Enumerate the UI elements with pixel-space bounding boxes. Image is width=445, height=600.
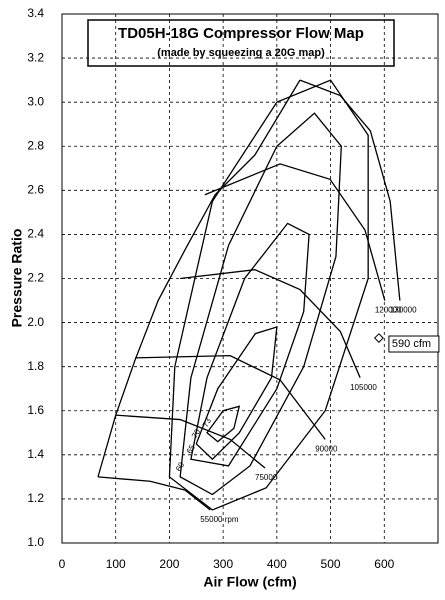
x-tick-label: 600: [374, 557, 394, 571]
title-box: [87, 19, 395, 67]
speed-label: 105000: [350, 383, 377, 392]
y-tick-label: 2.0: [27, 315, 44, 329]
x-tick-label: 500: [321, 557, 341, 571]
efficiency-island: [168, 79, 369, 511]
y-tick-label: 2.6: [27, 183, 44, 197]
x-tick-label: 100: [106, 557, 126, 571]
y-tick-label: 3.2: [27, 50, 44, 64]
y-tick-label: 1.4: [27, 447, 44, 461]
chart-title: TD05H-18G Compressor Flow Map: [118, 25, 364, 42]
efficiency-label: 60: [174, 460, 187, 473]
speed-line: [204, 163, 386, 301]
speed-label: 130000: [390, 306, 417, 315]
efficiency-island: [206, 405, 241, 443]
y-tick-label: 1.6: [27, 403, 44, 417]
speed-label: 120000: [375, 306, 402, 315]
speed-label: 75000: [255, 473, 278, 482]
speed-line: [135, 354, 326, 440]
speed-label: 55000 rpm: [200, 515, 239, 524]
speed-line: [180, 269, 361, 378]
x-tick-label: 400: [267, 557, 287, 571]
y-axis-label: Pressure Ratio: [9, 229, 25, 328]
x-tick-label: 0: [59, 557, 66, 571]
y-tick-label: 1.2: [27, 491, 44, 505]
speed-line: [299, 79, 401, 301]
efficiency-label: 65: [185, 443, 198, 456]
y-tick-label: 2.4: [27, 227, 44, 241]
y-tick-label: 2.2: [27, 271, 44, 285]
x-tick-label: 200: [159, 557, 179, 571]
efficiency-island: [190, 222, 310, 467]
y-tick-label: 3.0: [27, 94, 44, 108]
annotation-text: 590 cfm: [392, 338, 431, 350]
y-tick-label: 2.8: [27, 138, 44, 152]
speed-label: 90000: [315, 445, 338, 454]
y-tick-label: 1.0: [27, 535, 44, 549]
x-axis-label: Air Flow (cfm): [203, 574, 296, 590]
chart-subtitle: (made by squeezing a 20G map): [157, 47, 325, 59]
annotation-marker: [373, 333, 384, 343]
efficiency-island: [179, 112, 342, 496]
x-tick-label: 300: [213, 557, 233, 571]
speed-line: [97, 476, 211, 511]
efficiency-island: [195, 326, 278, 461]
y-tick-label: 3.4: [27, 6, 44, 20]
surge-line: [97, 79, 301, 478]
speed-line: [115, 414, 266, 469]
y-tick-label: 1.8: [27, 359, 44, 373]
annotation-box: [388, 335, 440, 353]
